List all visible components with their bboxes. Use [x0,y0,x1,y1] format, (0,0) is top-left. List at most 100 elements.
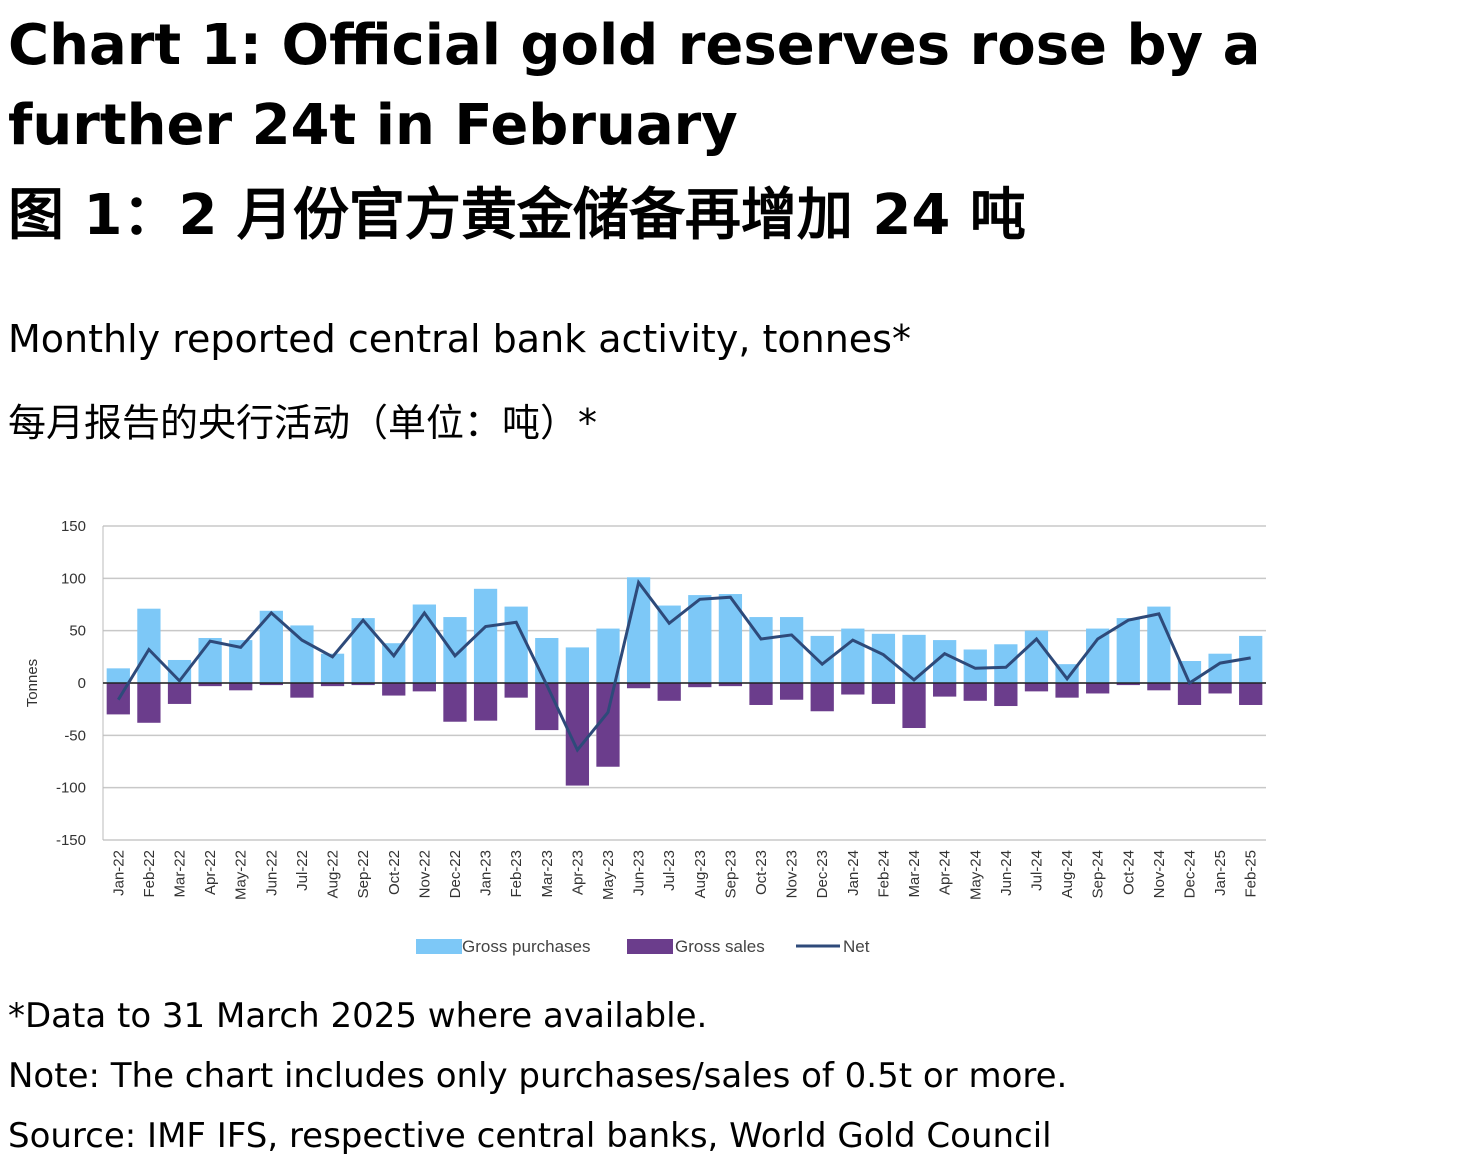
footnote-data: *Data to 31 March 2025 where available. [8,996,708,1036]
bar-gross-sales [779,683,804,700]
x-axis-ticks: Jan-22 Feb-22 Mar-22 Apr-22 May-22 Jun-22 Jul-… [110,850,1259,900]
bar-gross-purchases [259,610,283,683]
footnote-note: Note: The chart includes only purchases/… [8,1056,1068,1096]
bar-gross-purchases [779,617,804,683]
legend-label-gross-sales: Gross sales [675,937,765,956]
legend-label-net: Net [843,937,870,956]
bar-gross-purchases [657,605,681,683]
bar-gross-sales [443,683,467,722]
x-tick-label: May-23 [600,850,617,900]
bar-gross-sales [565,683,590,786]
bar-gross-sales [198,683,222,687]
bar-gross-purchases [1147,606,1171,683]
bar-gross-sales [535,683,559,731]
y-tick-label: 150 [61,518,86,535]
x-tick-label: Jan-24 [845,850,862,896]
bar-gross-purchases [167,659,192,683]
bar-gross-purchases [596,628,620,683]
bar-gross-sales [1055,683,1079,698]
bar-gross-purchases [688,595,712,683]
x-tick-label: Feb-22 [141,850,158,898]
bar-gross-purchases [412,604,436,683]
x-tick-label: Jun-23 [631,850,648,896]
bar-gross-sales [810,683,834,712]
bar-gross-purchases [351,618,375,683]
y-axis-label: Tonnes [24,659,41,707]
y-tick-label: 50 [69,623,86,640]
bar-gross-purchases [290,625,314,683]
legend-swatch-gross-sales [627,939,673,954]
x-tick-label: Oct-23 [753,850,770,895]
bar-gross-sales [382,683,406,696]
x-tick-label: Nov-24 [1151,850,1168,898]
chart-title: Chart 1: Official gold reserves rose by … [8,13,1261,158]
bar-gross-sales [167,683,192,704]
x-tick-label: May-24 [967,850,984,900]
bar-gross-purchases [504,606,528,683]
gold-reserves-chart: 150 100 50 0 -50 -100 -150 Tonnes Jan-22 Feb-22… [24,518,1266,956]
bar-gross-sales [749,683,773,705]
bar-gross-sales [290,683,314,698]
x-tick-label: Jul-22 [294,850,311,891]
gross-purchases-bars [106,577,1263,683]
y-tick-label: 100 [61,570,86,587]
bar-gross-sales [1208,683,1232,694]
bar-gross-sales [688,683,712,688]
net-series-line [117,579,1251,753]
bar-gross-purchases [1116,618,1140,683]
bar-gross-sales [229,683,253,691]
bar-gross-sales [596,683,620,767]
bar-gross-sales [412,683,436,692]
bar-gross-purchases [902,634,926,683]
bar-gross-sales [320,683,345,687]
legend-swatch-gross-purchases [416,939,462,954]
bar-gross-purchases [443,617,467,683]
x-tick-label: May-22 [233,850,250,900]
chart-legend: Gross purchases Gross sales Net [416,937,870,956]
bar-gross-purchases [535,637,559,683]
y-tick-label: -50 [64,727,86,744]
bar-gross-sales [718,683,743,687]
bar-gross-purchases [933,640,957,683]
y-tick-label: -150 [56,832,86,849]
chart-subtitle: Monthly reported central bank activity, … [8,317,911,361]
bar-gross-sales [137,683,161,723]
bar-gross-purchases [1086,628,1110,683]
bar-gross-sales [1086,683,1110,694]
x-tick-label: Jul-24 [1028,850,1045,891]
bar-gross-purchases [229,640,253,683]
y-tick-label: 0 [78,675,86,692]
x-tick-label: Oct-22 [386,850,403,895]
x-tick-label: Oct-24 [1120,850,1137,895]
bar-gross-sales [1147,683,1171,691]
x-tick-label: Feb-25 [1243,850,1260,898]
bar-gross-purchases [810,635,834,683]
x-tick-label: Apr-24 [937,850,954,895]
bar-gross-purchases [565,647,590,683]
chart-title-chinese: 图 1：2 月份官方黄金储备再增加 24 吨 [8,183,1026,248]
bar-gross-sales [933,683,957,697]
bar-gross-sales [1116,683,1140,686]
x-tick-label: Feb-24 [875,850,892,898]
footnote-source: Source: IMF IFS, respective central bank… [8,1116,1052,1156]
bar-gross-sales [902,683,926,729]
bar-gross-purchases [382,643,406,683]
x-tick-label: Jun-24 [998,850,1015,896]
x-tick-label: Mar-24 [906,850,923,898]
x-tick-label: Apr-22 [202,850,219,895]
gross-sales-bars [106,683,1263,786]
bar-gross-sales [871,683,896,704]
x-tick-label: Jan-25 [1212,850,1229,896]
bar-gross-purchases [718,594,743,683]
bar-gross-sales [473,683,498,721]
bar-gross-sales [963,683,987,701]
bar-gross-purchases [198,637,222,683]
bar-gross-sales [841,683,865,695]
bar-gross-purchases [994,644,1018,683]
chart-subtitle-chinese: 每月报告的央行活动（单位：吨）* [8,401,598,445]
x-tick-label: Feb-23 [508,850,525,898]
x-tick-label: Jul-23 [661,850,678,891]
x-tick-label: Dec-23 [814,850,831,898]
bar-gross-purchases [871,633,896,683]
x-tick-label: Apr-23 [569,850,586,895]
